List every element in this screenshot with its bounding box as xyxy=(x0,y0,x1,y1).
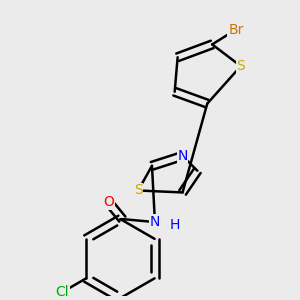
Text: S: S xyxy=(236,59,245,73)
Text: N: N xyxy=(177,149,188,163)
Text: H: H xyxy=(169,218,180,232)
Text: Cl: Cl xyxy=(56,285,69,299)
Text: N: N xyxy=(150,215,160,229)
Text: Br: Br xyxy=(228,22,244,37)
Text: S: S xyxy=(134,184,142,197)
Text: O: O xyxy=(103,195,114,209)
